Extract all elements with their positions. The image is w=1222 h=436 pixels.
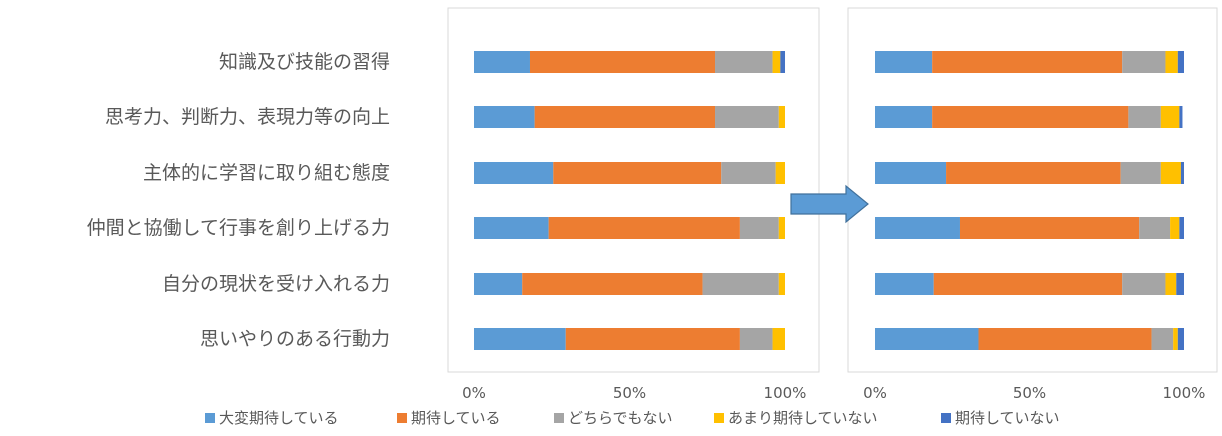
chart-panel-2: 0% 50% 100% xyxy=(847,7,1218,402)
chart-panels: 0% 50% 100% 0% 50% 100% xyxy=(447,7,1218,402)
bar-segment xyxy=(1179,217,1184,239)
category-labels: 知識及び技能の習得思考力、判断力、表現力等の向上主体的に学習に取り組む態度仲間と… xyxy=(87,51,390,350)
bar-segment xyxy=(875,328,979,350)
x-tick-label: 100% xyxy=(1163,384,1206,402)
category-label: 仲間と協働して行事を創り上げる力 xyxy=(87,217,390,239)
right-arrow-icon xyxy=(790,184,869,224)
bar-segment xyxy=(1165,273,1177,295)
bar-segment xyxy=(946,162,1121,184)
bar-segment xyxy=(875,217,960,239)
legend-item: あまり期待していない xyxy=(714,409,878,427)
bar-segment xyxy=(1165,51,1178,73)
bar-segment xyxy=(932,51,1123,73)
bar-segment xyxy=(978,328,1152,350)
bar-segment xyxy=(739,217,779,239)
category-label: 主体的に学習に取り組む態度 xyxy=(143,162,390,184)
bar-segment xyxy=(1177,51,1184,73)
bar-segment xyxy=(474,106,535,128)
bar-segment xyxy=(1160,162,1181,184)
legend: 大変期待している 期待している どちらでもない あまり期待していない 期待していない xyxy=(205,409,1060,427)
legend-label: 大変期待している xyxy=(219,409,339,427)
bar-segment xyxy=(772,51,781,73)
bar-segment xyxy=(1120,162,1161,184)
bar-segment xyxy=(721,162,776,184)
bar-segment xyxy=(875,273,934,295)
legend-swatch xyxy=(714,413,724,423)
bar-segment xyxy=(1151,328,1174,350)
x-tick-label: 100% xyxy=(764,384,807,402)
bar-segment xyxy=(1177,328,1184,350)
bar-segment xyxy=(1170,217,1180,239)
bar-segment xyxy=(875,162,947,184)
x-tick-label: 0% xyxy=(863,384,887,402)
legend-item: 大変期待している xyxy=(205,409,339,427)
bar-segment xyxy=(474,328,566,350)
bar-segment xyxy=(778,273,785,295)
bar-segment xyxy=(772,328,785,350)
x-tick-label: 50% xyxy=(1013,384,1046,402)
bar-segment xyxy=(778,106,785,128)
category-label: 自分の現状を受け入れる力 xyxy=(162,273,390,295)
x-tick-label: 0% xyxy=(462,384,486,402)
legend-swatch xyxy=(205,413,215,423)
chart-panel-1: 0% 50% 100% xyxy=(447,7,820,402)
bar-segment xyxy=(1128,106,1161,128)
transition-arrow xyxy=(790,184,869,224)
bar-segment xyxy=(778,217,785,239)
bar-segment xyxy=(715,51,773,73)
bar-segment xyxy=(565,328,740,350)
bar-segment xyxy=(780,51,786,73)
legend-label: あまり期待していない xyxy=(728,409,878,427)
bar-segment xyxy=(932,106,1129,128)
bar-segment xyxy=(553,162,722,184)
bar-segment xyxy=(1180,162,1184,184)
bar-segment xyxy=(775,162,785,184)
category-label: 思考力、判断力、表現力等の向上 xyxy=(105,106,390,128)
bar-segment xyxy=(474,273,523,295)
bar-segment xyxy=(933,273,1123,295)
bar-segment xyxy=(702,273,779,295)
legend-swatch xyxy=(554,413,564,423)
legend-label: 期待している xyxy=(411,409,501,427)
bar-segment xyxy=(1179,106,1183,128)
legend-item: 期待していない xyxy=(941,409,1060,427)
category-label: 思いやりのある行動力 xyxy=(200,328,390,350)
bar-segment xyxy=(715,106,779,128)
legend-label: どちらでもない xyxy=(568,409,673,427)
bar-segment xyxy=(1160,106,1180,128)
bar-segment xyxy=(474,162,554,184)
legend-item: どちらでもない xyxy=(554,409,673,427)
legend-label: 期待していない xyxy=(955,409,1060,427)
bar-segment xyxy=(959,217,1140,239)
bar-segment xyxy=(474,217,549,239)
legend-item: 期待している xyxy=(397,409,501,427)
bar-segment xyxy=(1173,328,1178,350)
bar-segment xyxy=(522,273,703,295)
bar-segment xyxy=(1122,273,1166,295)
bar-segment xyxy=(548,217,740,239)
category-label: 知識及び技能の習得 xyxy=(219,51,390,73)
legend-swatch xyxy=(397,413,407,423)
bar-segment xyxy=(1139,217,1171,239)
bar-segment xyxy=(1176,273,1184,295)
x-tick-label: 50% xyxy=(613,384,646,402)
bar-segment xyxy=(739,328,773,350)
bar-segment xyxy=(875,106,933,128)
bar-segment xyxy=(529,51,716,73)
bar-segment xyxy=(474,51,530,73)
bar-segment xyxy=(875,51,933,73)
bar-segment xyxy=(1122,51,1166,73)
bar-segment xyxy=(534,106,716,128)
legend-swatch xyxy=(941,413,951,423)
